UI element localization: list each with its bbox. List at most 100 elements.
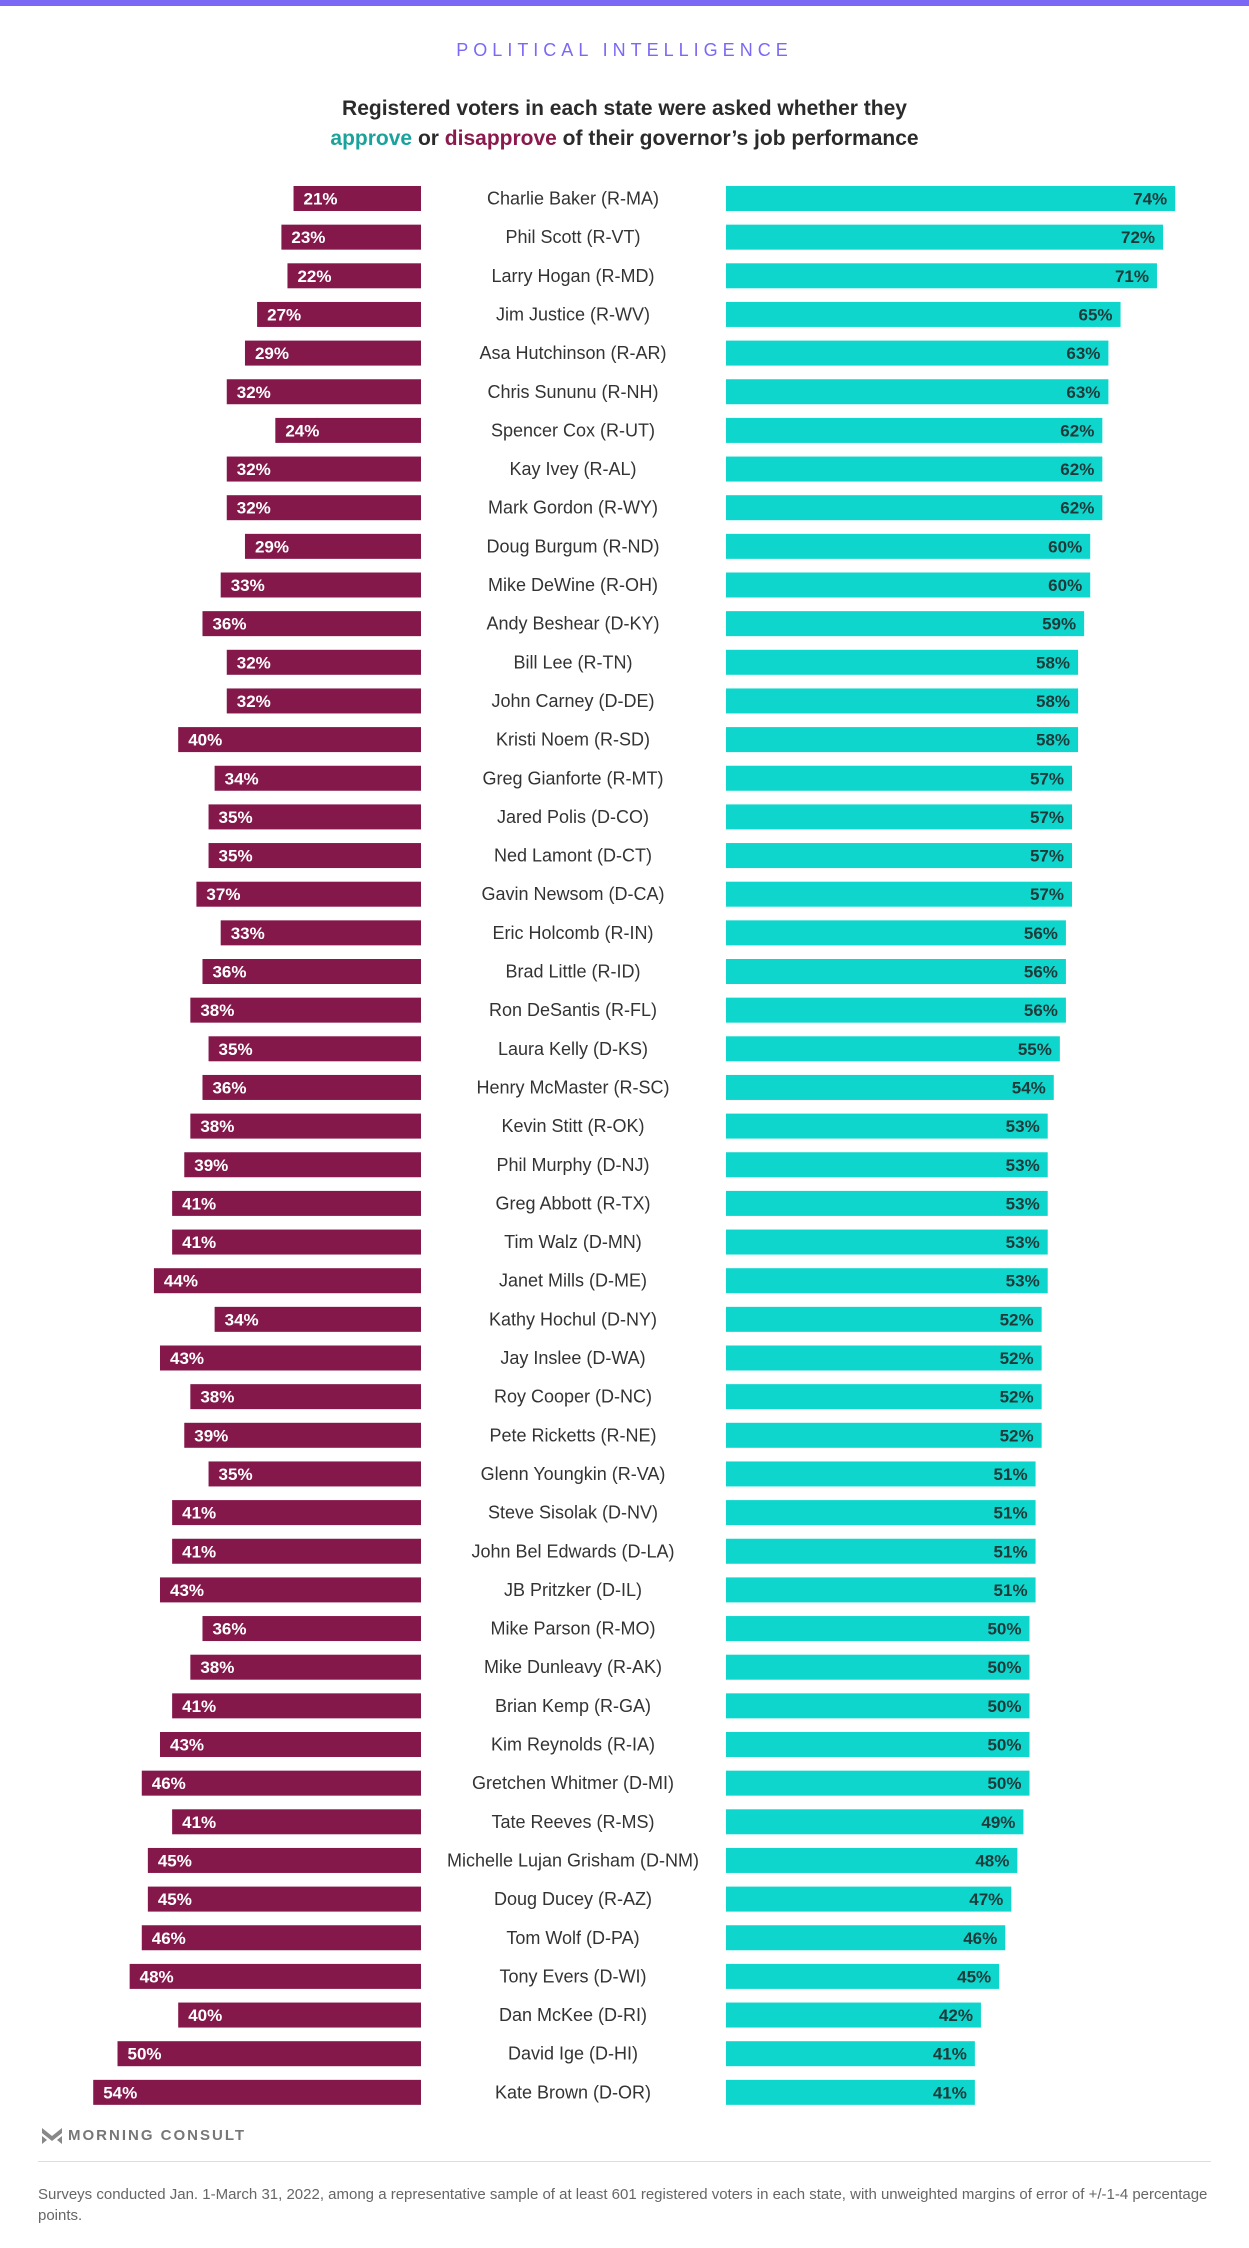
disapprove-bar	[214, 765, 421, 791]
approve-bar	[726, 301, 1121, 327]
disapprove-bar	[172, 1693, 421, 1719]
approve-value-label: 41%	[933, 2045, 967, 2064]
approve-bar	[726, 224, 1164, 250]
governor-name-label: Tate Reeves (R-MS)	[491, 1812, 654, 1832]
disapprove-bar	[208, 1036, 421, 1062]
approve-value-label: 57%	[1030, 885, 1064, 904]
disapprove-bar	[275, 417, 421, 443]
disapprove-bar	[184, 1152, 421, 1178]
approve-value-label: 62%	[1060, 421, 1094, 440]
approve-value-label: 56%	[1024, 963, 1058, 982]
disapprove-value-label: 27%	[267, 305, 301, 324]
approve-value-label: 60%	[1048, 537, 1082, 556]
governor-name-label: Larry Hogan (R-MD)	[491, 266, 654, 286]
governor-name-label: Kathy Hochul (D-NY)	[489, 1309, 657, 1329]
disapprove-value-label: 23%	[291, 228, 325, 247]
approve-bar	[726, 1461, 1036, 1487]
disapprove-bar	[208, 804, 421, 830]
disapprove-value-label: 29%	[255, 537, 289, 556]
legend-approve: approve	[330, 127, 413, 150]
governor-name-label: Kim Reynolds (R-IA)	[491, 1735, 655, 1755]
approve-value-label: 74%	[1133, 190, 1167, 209]
disapprove-value-label: 35%	[219, 1465, 253, 1484]
disapprove-bar	[202, 1616, 421, 1642]
disapprove-value-label: 50%	[128, 2045, 162, 2064]
legend-disapprove: disapprove	[444, 127, 557, 150]
approve-value-label: 53%	[1006, 1272, 1040, 1291]
approve-value-label: 51%	[994, 1504, 1028, 1523]
approve-value-label: 57%	[1030, 769, 1064, 788]
approve-bar	[726, 959, 1066, 984]
disapprove-value-label: 39%	[194, 1156, 228, 1175]
disapprove-bar	[208, 843, 421, 869]
disapprove-value-label: 45%	[158, 1890, 192, 1909]
footnote: Surveys conducted Jan. 1-March 31, 2022,…	[38, 2186, 1208, 2224]
disapprove-value-label: 32%	[237, 499, 271, 518]
disapprove-bar	[141, 1925, 421, 1951]
governor-name-label: Doug Ducey (R-AZ)	[494, 1889, 652, 1909]
disapprove-value-label: 38%	[200, 1388, 234, 1407]
approve-bar	[726, 1577, 1036, 1603]
disapprove-value-label: 33%	[231, 576, 265, 595]
approve-bar	[726, 920, 1066, 946]
disapprove-bar	[190, 1384, 421, 1410]
approve-bar	[726, 1963, 1000, 1989]
title-rest: of their governor’s job performance	[556, 127, 919, 150]
approve-value-label: 72%	[1121, 228, 1155, 247]
governor-name-label: Jared Polis (D-CO)	[497, 807, 649, 827]
disapprove-value-label: 24%	[285, 421, 319, 440]
governor-name-label: Michelle Lujan Grisham (D-NM)	[447, 1850, 699, 1870]
governor-name-label: Janet Mills (D-ME)	[499, 1271, 647, 1291]
approve-value-label: 53%	[1006, 1194, 1040, 1213]
disapprove-bar	[93, 2079, 421, 2105]
approve-value-label: 49%	[981, 1813, 1015, 1832]
disapprove-value-label: 40%	[188, 731, 222, 750]
disapprove-value-label: 38%	[200, 1117, 234, 1136]
disapprove-value-label: 32%	[237, 653, 271, 672]
governor-name-label: Ned Lamont (D-CT)	[494, 846, 652, 866]
approve-bar	[726, 2002, 981, 2028]
approve-value-label: 62%	[1060, 499, 1094, 518]
approve-value-label: 55%	[1018, 1040, 1052, 1059]
disapprove-bar	[178, 2002, 421, 2028]
approve-bar	[726, 804, 1072, 830]
morning-consult-logo: MORNING CONSULT	[42, 2126, 246, 2144]
governor-name-label: Kate Brown (D-OR)	[495, 2082, 651, 2102]
approve-bar	[726, 611, 1085, 637]
approve-value-label: 47%	[969, 1890, 1003, 1909]
governor-name-label: Brad Little (R-ID)	[505, 962, 640, 982]
approve-value-label: 41%	[933, 2083, 967, 2102]
disapprove-bar	[214, 1306, 421, 1332]
approve-bar	[726, 572, 1091, 598]
disapprove-bar	[202, 959, 421, 984]
disapprove-value-label: 41%	[182, 1233, 216, 1252]
governor-name-label: John Carney (D-DE)	[491, 691, 654, 711]
disapprove-value-label: 36%	[212, 1078, 246, 1097]
approve-value-label: 50%	[987, 1736, 1021, 1755]
approve-value-label: 65%	[1079, 305, 1113, 324]
approve-bar	[726, 1654, 1030, 1680]
disapprove-value-label: 43%	[170, 1581, 204, 1600]
approve-value-label: 53%	[1006, 1233, 1040, 1252]
disapprove-bar	[147, 1886, 421, 1912]
governor-name-label: Laura Kelly (D-KS)	[498, 1039, 648, 1059]
morning-consult-chevron-icon	[42, 2128, 62, 2144]
approve-value-label: 52%	[1000, 1388, 1034, 1407]
disapprove-bar	[293, 186, 421, 211]
disapprove-bar	[159, 1345, 422, 1371]
disapprove-bar	[281, 224, 421, 250]
approve-bar	[726, 1693, 1030, 1719]
approve-bar	[726, 843, 1072, 869]
approve-value-label: 52%	[1000, 1310, 1034, 1329]
disapprove-value-label: 32%	[237, 383, 271, 402]
disapprove-value-label: 32%	[237, 692, 271, 711]
approve-bar	[726, 340, 1109, 366]
disapprove-bar	[172, 1229, 421, 1255]
disapprove-bar	[208, 1461, 421, 1487]
governor-name-label: Jim Justice (R-WV)	[496, 304, 650, 324]
governor-name-label: Gretchen Whitmer (D-MI)	[472, 1773, 674, 1793]
governor-name-label: Mike Dunleavy (R-AK)	[484, 1657, 662, 1677]
disapprove-value-label: 41%	[182, 1697, 216, 1716]
disapprove-bar	[220, 572, 421, 598]
disapprove-bar	[172, 1190, 421, 1216]
